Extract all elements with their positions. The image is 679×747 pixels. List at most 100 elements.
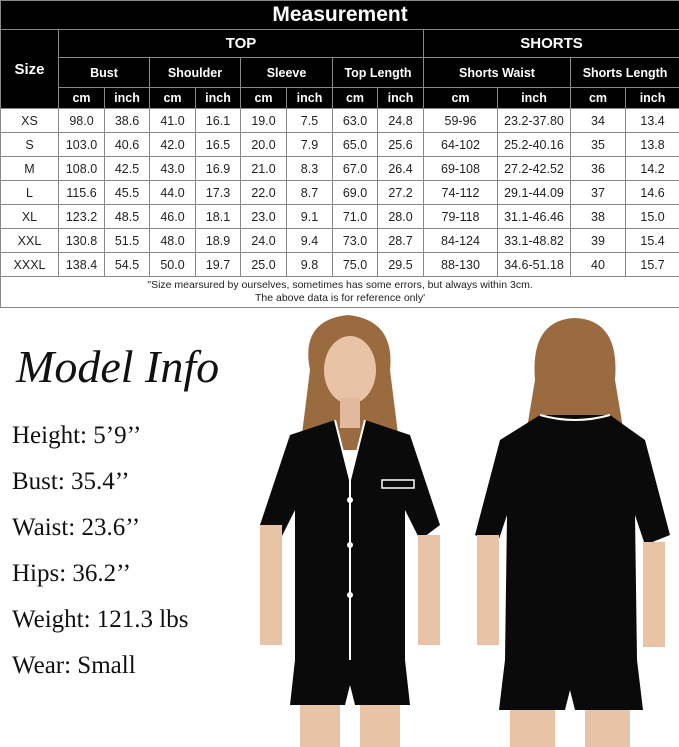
model-back-photo xyxy=(475,318,670,747)
value-cell: 59-96 xyxy=(423,108,498,133)
unit-inch: inch xyxy=(195,87,241,109)
value-cell: 13.4 xyxy=(624,108,679,133)
value-cell: 38 xyxy=(570,204,626,229)
column-header: Shorts Length xyxy=(569,57,679,88)
value-cell: 40 xyxy=(570,252,626,277)
value-cell: 23.2-37.80 xyxy=(497,108,571,133)
value-cell: 130.8 xyxy=(58,228,105,253)
value-cell: 14.6 xyxy=(624,180,679,205)
value-cell: 13.8 xyxy=(624,132,679,157)
value-cell: 22.0 xyxy=(240,180,287,205)
column-header: Bust xyxy=(58,57,150,88)
value-cell: 33.1-48.82 xyxy=(497,228,571,253)
hair-back xyxy=(525,318,625,440)
value-cell: 21.0 xyxy=(240,156,287,181)
note-line: "Size mearsured by ourselves, sometimes … xyxy=(147,279,533,291)
value-cell: 25.0 xyxy=(240,252,287,277)
table-row: XL 123.2 48.5 46.0 18.1 23.0 9.1 71.0 28.0 79-118… xyxy=(0,204,679,229)
unit-inch: inch xyxy=(104,87,150,109)
value-cell: 43.0 xyxy=(149,156,196,181)
unit-inch: inch xyxy=(497,87,571,109)
value-cell: 9.8 xyxy=(286,252,333,277)
value-cell: 123.2 xyxy=(58,204,105,229)
value-cell: 42.5 xyxy=(104,156,150,181)
size-header: Size xyxy=(0,29,59,109)
value-cell: 138.4 xyxy=(58,252,105,277)
value-cell: 108.0 xyxy=(58,156,105,181)
value-cell: 31.1-46.46 xyxy=(497,204,571,229)
value-cell: 75.0 xyxy=(332,252,378,277)
value-cell: 48.0 xyxy=(149,228,196,253)
value-cell: 34.6-51.18 xyxy=(497,252,571,277)
value-cell: 34 xyxy=(570,108,626,133)
unit-cm: cm xyxy=(149,87,196,109)
value-cell: 46.0 xyxy=(149,204,196,229)
size-cell: XXXL xyxy=(0,252,59,277)
value-cell: 8.7 xyxy=(286,180,333,205)
value-cell: 44.0 xyxy=(149,180,196,205)
value-cell: 17.3 xyxy=(195,180,241,205)
model-wear: Wear: Small xyxy=(12,652,136,679)
value-cell: 15.4 xyxy=(624,228,679,253)
note-line: The above data is for reference only' xyxy=(254,292,426,304)
value-cell: 37 xyxy=(570,180,626,205)
value-cell: 63.0 xyxy=(332,108,378,133)
value-cell: 9.4 xyxy=(286,228,333,253)
model-bust: Bust: 35.4’’ xyxy=(12,468,130,495)
value-cell: 18.1 xyxy=(195,204,241,229)
model-info-title: Model Info xyxy=(16,341,220,392)
value-cell: 16.1 xyxy=(195,108,241,133)
value-cell: 25.6 xyxy=(377,132,424,157)
value-cell: 24.8 xyxy=(377,108,424,133)
size-cell: S xyxy=(0,132,59,157)
model-front-photo xyxy=(260,315,440,747)
value-cell: 35 xyxy=(570,132,626,157)
value-cell: 20.0 xyxy=(240,132,287,157)
table-row: S 103.0 40.6 42.0 16.5 20.0 7.9 65.0 25.6 64-102 2… xyxy=(0,132,679,157)
value-cell: 54.5 xyxy=(104,252,150,277)
table-note: "Size mearsured by ourselves, sometimes … xyxy=(0,276,679,308)
unit-cm: cm xyxy=(332,87,378,109)
value-cell: 88-130 xyxy=(423,252,498,277)
value-cell: 74-112 xyxy=(423,180,498,205)
value-cell: 18.9 xyxy=(195,228,241,253)
unit-inch: inch xyxy=(377,87,424,109)
size-chart: Measurement Size TOP SHORTS Bust Shoulder Slee… xyxy=(0,0,679,310)
table-row: XS 98.0 38.6 41.0 16.1 19.0 7.5 63.0 24.8 59-96 23… xyxy=(0,108,679,133)
shorts-back xyxy=(499,660,643,710)
value-cell: 98.0 xyxy=(58,108,105,133)
column-header: Shorts Waist xyxy=(423,57,571,88)
model-weight: Weight: 121.3 lbs xyxy=(12,606,189,633)
value-cell: 27.2-42.52 xyxy=(497,156,571,181)
table-row: XXXL 138.4 54.5 50.0 19.7 25.0 9.8 75.0 29.5 88-1… xyxy=(0,252,679,277)
value-cell: 7.5 xyxy=(286,108,333,133)
value-cell: 25.2-40.16 xyxy=(497,132,571,157)
size-cell: XXL xyxy=(0,228,59,253)
size-cell: M xyxy=(0,156,59,181)
value-cell: 26.4 xyxy=(377,156,424,181)
value-cell: 51.5 xyxy=(104,228,150,253)
value-cell: 64-102 xyxy=(423,132,498,157)
value-cell: 9.1 xyxy=(286,204,333,229)
size-cell: XL xyxy=(0,204,59,229)
unit-cm: cm xyxy=(570,87,626,109)
model-info: Model Info Height: 5’9’’ Bust: 35.4’’ Wa… xyxy=(12,340,219,689)
value-cell: 42.0 xyxy=(149,132,196,157)
value-cell: 19.0 xyxy=(240,108,287,133)
unit-cm: cm xyxy=(423,87,498,109)
value-cell: 48.5 xyxy=(104,204,150,229)
size-cell: XS xyxy=(0,108,59,133)
value-cell: 16.5 xyxy=(195,132,241,157)
size-table: Measurement Size TOP SHORTS Bust Shoulder Slee… xyxy=(0,0,679,308)
model-hips: Hips: 36.2’’ xyxy=(12,560,131,587)
unit-inch: inch xyxy=(286,87,333,109)
value-cell: 41.0 xyxy=(149,108,196,133)
value-cell: 67.0 xyxy=(332,156,378,181)
value-cell: 23.0 xyxy=(240,204,287,229)
value-cell: 15.7 xyxy=(624,252,679,277)
column-header: Sleeve xyxy=(240,57,333,88)
value-cell: 39 xyxy=(570,228,626,253)
top-group-header: TOP xyxy=(58,29,424,58)
value-cell: 38.6 xyxy=(104,108,150,133)
value-cell: 27.2 xyxy=(377,180,424,205)
